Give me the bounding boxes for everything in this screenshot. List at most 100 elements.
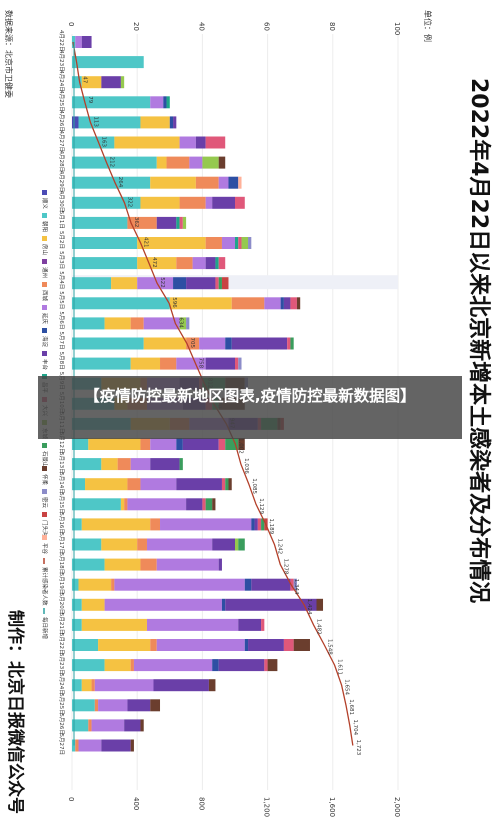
legend-label: 每日新增 [41,617,49,639]
bar-segment [98,699,128,712]
legend-label: 石景山 [41,451,49,468]
cumulative-value-label: 1,681 [348,699,354,715]
bar-segment [221,598,226,611]
bar-segment [283,297,291,310]
bar-segment [186,337,200,350]
line-axis-tick-label: 1,600 [328,797,336,817]
bar-segment [104,598,222,611]
bar-segment [182,438,219,450]
bar-segment [218,257,226,270]
bar-segment [173,116,177,129]
bar-segment [238,237,242,249]
bar-segment [215,277,219,290]
legend-swatch [42,535,47,540]
bar-segment [146,538,213,551]
bar-segment [140,478,177,491]
bar-segment [150,176,196,189]
bar-segment [293,578,297,591]
date-label: 4月28日 [58,151,65,173]
bar-segment [72,277,112,290]
bar-segment [218,277,222,290]
bar-segment [156,216,177,229]
bar-segment [186,498,203,511]
legend-label: 平谷 [41,543,49,555]
date-label: 5月24日 [58,673,65,695]
cumulative-value-label: 163 [101,137,107,148]
cumulative-value-label: 1,482 [316,619,322,635]
cumulative-value-label: 113 [92,116,98,127]
cumulative-value-label: 421 [143,237,149,248]
date-label: 4月30日 [58,191,65,213]
bar-segment [179,458,183,471]
cumulative-value-label: 634 [177,317,183,328]
bar-segment [72,297,170,310]
bar-segment [235,357,239,370]
bar-segment [137,538,147,551]
bar-segment [104,317,131,330]
bar-segment [104,558,141,571]
date-label: 5月16日 [58,512,65,534]
bar-segment [212,498,216,511]
cumulative-value-label: 1,085 [251,478,257,494]
bar-segment [72,257,138,270]
bar-segment [179,317,187,330]
bar-segment [238,357,242,370]
date-label: 5月17日 [58,533,65,555]
legend-label: 累计感染者人数 [41,567,49,606]
bar-segment [72,136,115,149]
bar-segment [221,237,235,249]
cumulative-value-label: 596 [171,297,177,308]
bar-segment [81,598,105,611]
cumulative-value-label: 472 [151,257,157,268]
bar-segment [244,639,249,651]
bar-segment [140,438,151,450]
bar-segment [143,317,180,330]
bar-segment [130,458,151,471]
bar-segment [88,719,92,732]
bar-segment [205,257,216,270]
bar-segment [228,478,232,491]
bar-segment [114,136,180,149]
bar-segment [254,518,258,531]
legend-label: 房山 [41,244,49,255]
bar-segment [150,699,161,712]
cumulative-value-label: 79 [87,96,93,103]
cumulative-value-label: 1,036 [243,458,249,474]
bar-segment [261,618,265,631]
bar-segment [179,136,196,149]
cumulative-line-layer: 47 79 113 163 212 264 322 362 421 472 522 596 634 705… [72,41,361,756]
cumulative-value-label: 522 [159,277,165,288]
date-label: 4月22日 [58,30,65,52]
bar-segment [238,538,245,551]
bar-segment [212,538,235,551]
bar-segment [244,578,252,591]
bar-segment [72,518,82,531]
date-label: 5月6日 [58,311,65,329]
bar-segment [176,357,206,370]
chart-title: 2022年4月22日以来北京新增本土感染者及分布情况 [466,78,492,603]
bar-segment [264,297,281,310]
bar-segment [238,176,242,189]
bar-segment [179,196,206,209]
bar-axis-tick-label: 100 [393,22,401,35]
cumulative-value-label: 1,611 [337,659,343,675]
bar-segment [238,618,262,631]
bar-segment [221,277,229,290]
bar-segment [72,156,157,169]
date-label: 5月13日 [58,452,65,474]
date-label: 5月18日 [58,553,65,575]
bar-segment [182,216,187,229]
bar-segment [85,478,128,491]
cumulative-value-label: 1,129 [258,498,264,514]
date-label: 5月4日 [58,271,65,289]
legend-swatch [42,213,47,218]
bar-segment [72,76,82,89]
bar-segment [127,699,151,712]
cumulative-value-label: 705 [189,338,195,349]
bar-segment [72,438,89,450]
bar-segment [104,659,131,672]
bar-segment [140,196,180,209]
bar-segment [130,739,134,752]
bar-segment [137,257,177,270]
bar-segment [72,237,138,249]
